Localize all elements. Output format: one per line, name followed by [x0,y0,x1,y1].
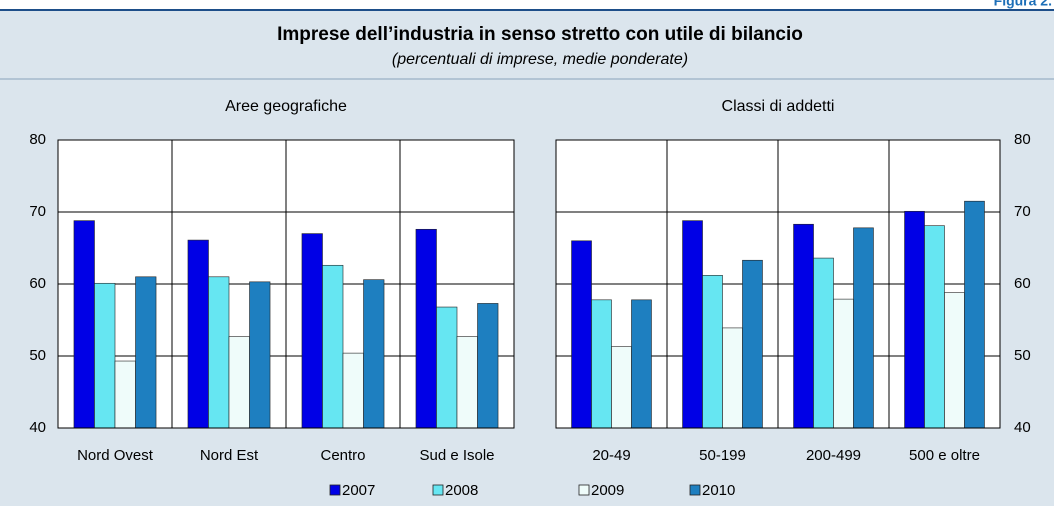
bar [363,279,385,429]
y-tick-label: 60 [29,275,46,292]
y-tick-label: 40 [1014,419,1031,436]
bar [477,303,499,429]
bar [322,264,344,429]
x-tick-label: Nord Ovest [77,447,154,464]
legend-swatch [578,484,590,496]
bar [94,282,116,429]
plot-border [555,139,1001,429]
bar [249,281,271,429]
bar [793,223,814,429]
bar [813,257,834,429]
bar [228,336,250,429]
legend-swatch [329,484,341,496]
bar [456,336,478,429]
x-tick-label: 20-49 [592,447,630,464]
legend-label: 2009 [591,482,624,499]
bar [833,298,854,429]
y-tick-label: 60 [1014,275,1031,292]
bar [415,228,437,429]
bar [682,220,703,429]
y-tick-label: 70 [1014,203,1031,220]
top-strip [0,0,1054,10]
plot-border [57,139,515,429]
bar [742,259,763,429]
bar [722,327,743,429]
x-tick-label: Sud e Isole [419,447,494,464]
bar [611,346,632,429]
x-tick-label: 500 e oltre [909,447,980,464]
bar [73,220,95,429]
legend-label: 2010 [702,482,735,499]
bar [702,275,723,429]
x-tick-label: Nord Est [200,447,259,464]
panel-title: Classi di addetti [722,98,835,115]
bar [301,233,323,429]
bar [944,292,965,429]
legend-swatch [432,484,444,496]
bar [114,360,136,429]
bar [904,210,925,429]
figure-label: Figura 2. [994,0,1052,9]
bar [208,276,230,429]
y-tick-label: 80 [29,131,46,148]
y-tick-label: 80 [1014,131,1031,148]
bar [591,299,612,429]
y-tick-label: 50 [1014,347,1031,364]
x-tick-label: 200-499 [806,447,861,464]
x-tick-label: 50-199 [699,447,746,464]
bar [571,240,592,429]
bar [964,200,985,429]
bar [342,352,364,429]
chart-title: Imprese dell’industria in senso stretto … [277,24,803,45]
bar [187,239,209,429]
bar [631,299,652,429]
y-tick-label: 50 [29,347,46,364]
bar [853,227,874,429]
y-tick-label: 40 [29,419,46,436]
bar [924,225,945,429]
x-tick-label: Centro [320,447,365,464]
legend-label: 2008 [445,482,478,499]
bar [135,276,157,429]
legend-swatch [689,484,701,496]
legend-label: 2007 [342,482,375,499]
bar [436,306,458,429]
chart-subtitle: (percentuali di imprese, medie ponderate… [392,51,688,68]
panel-title: Aree geografiche [225,98,347,115]
y-tick-label: 70 [29,203,46,220]
